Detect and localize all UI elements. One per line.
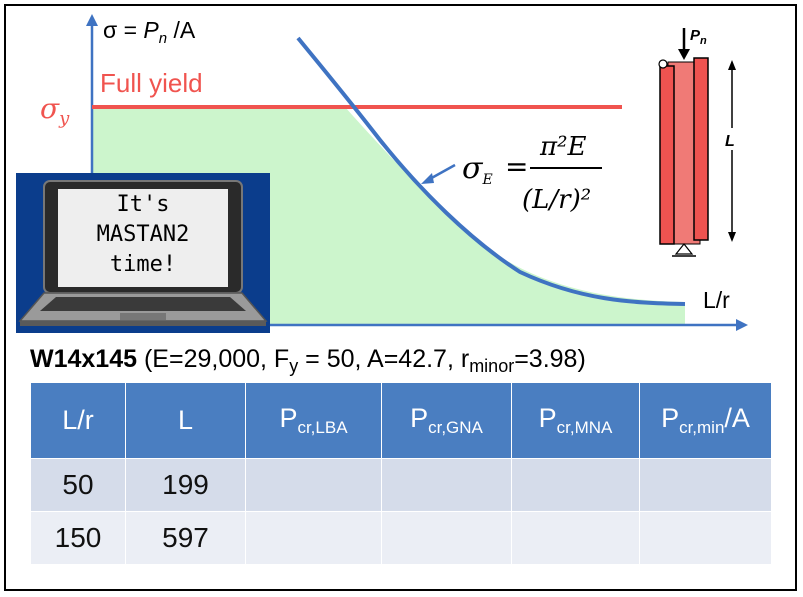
euler-formula-numerator: π²E bbox=[539, 132, 587, 162]
length-arrow-top bbox=[728, 60, 736, 70]
header-pcr-lba: Pcr,LBA bbox=[245, 382, 382, 459]
column-illustration: Pn L bbox=[658, 27, 740, 257]
column-right-flange bbox=[693, 57, 709, 241]
laptop-sign-line1: It's bbox=[117, 192, 170, 217]
y-axis-arrow bbox=[86, 14, 98, 26]
table-cell bbox=[245, 458, 382, 512]
table-cell bbox=[511, 511, 640, 565]
length-arrow-bottom bbox=[728, 232, 736, 242]
laptop-screen bbox=[58, 189, 228, 287]
x-axis-arrow bbox=[736, 319, 748, 331]
table-row: 50 199 bbox=[30, 458, 772, 512]
euler-formula-denominator: (L/r)² bbox=[522, 185, 591, 215]
euler-formula: σE = π²E (L/r)² bbox=[462, 132, 602, 215]
y-axis-label: σ = Pn /A bbox=[103, 17, 196, 47]
caption-text-2: = 50, A=42.7, r bbox=[298, 345, 470, 373]
caption-r-subscript: minor bbox=[469, 356, 515, 376]
column-left-flange bbox=[659, 65, 675, 245]
section-designation: W14x145 bbox=[30, 345, 138, 373]
length-label-bg bbox=[724, 128, 740, 150]
table-cell bbox=[245, 511, 382, 565]
table-cell bbox=[511, 458, 640, 512]
header-pcr-gna: Pcr,GNA bbox=[381, 382, 512, 459]
table-cell bbox=[639, 511, 772, 565]
euler-pointer-arrowhead bbox=[421, 173, 434, 184]
laptop-sign-line3: time! bbox=[110, 252, 176, 277]
buckling-results-table: L/r L Pcr,LBA Pcr,GNA Pcr,MNA Pcr,min/A … bbox=[30, 382, 772, 565]
column-top-pin bbox=[658, 59, 668, 69]
header-l-over-r: L/r bbox=[30, 382, 126, 459]
laptop-keyboard bbox=[40, 297, 246, 311]
x-axis-label: L/r bbox=[703, 287, 730, 313]
table-cell: 597 bbox=[125, 511, 246, 565]
header-pcr-mna: Pcr,MNA bbox=[511, 382, 640, 459]
column-length-label: L bbox=[725, 133, 735, 150]
caption-text-3: =3.98) bbox=[514, 345, 586, 373]
euler-curve bbox=[296, 36, 686, 306]
table-cell: 50 bbox=[30, 458, 126, 512]
load-arrowhead bbox=[678, 49, 690, 60]
full-yield-label: Full yield bbox=[100, 68, 203, 98]
table-cell bbox=[381, 511, 512, 565]
caption-fy-subscript: y bbox=[289, 356, 299, 376]
euler-formula-lhs: σE bbox=[462, 151, 493, 188]
euler-formula-equals: = bbox=[505, 150, 528, 183]
table-cell: 199 bbox=[125, 458, 246, 512]
table-cell bbox=[381, 458, 512, 512]
mastan2-laptop-image: It's MASTAN2 time! bbox=[16, 173, 270, 333]
sigma-y-label: σy bbox=[40, 92, 70, 129]
laptop-illustration: It's MASTAN2 time! bbox=[18, 180, 268, 326]
column-base-support bbox=[674, 243, 694, 255]
table-cell bbox=[639, 458, 772, 512]
table-row: 150 597 bbox=[30, 511, 772, 565]
slide-frame bbox=[4, 4, 797, 591]
section-properties-caption: W14x145 (E=29,000, Fy = 50, A=42.7, rmin… bbox=[30, 345, 586, 377]
caption-text-1: (E=29,000, F bbox=[137, 345, 290, 373]
table-header-row: L/r L Pcr,LBA Pcr,GNA Pcr,MNA Pcr,min/A bbox=[30, 382, 772, 459]
laptop-base-edge bbox=[20, 321, 266, 326]
column-load-label: Pn bbox=[690, 27, 707, 47]
table-cell: 150 bbox=[30, 511, 126, 565]
header-pcr-min-over-a: Pcr,min/A bbox=[639, 382, 772, 459]
laptop-touchpad bbox=[120, 313, 166, 320]
header-length: L bbox=[125, 382, 246, 459]
laptop-sign-line2: MASTAN2 bbox=[97, 222, 190, 247]
